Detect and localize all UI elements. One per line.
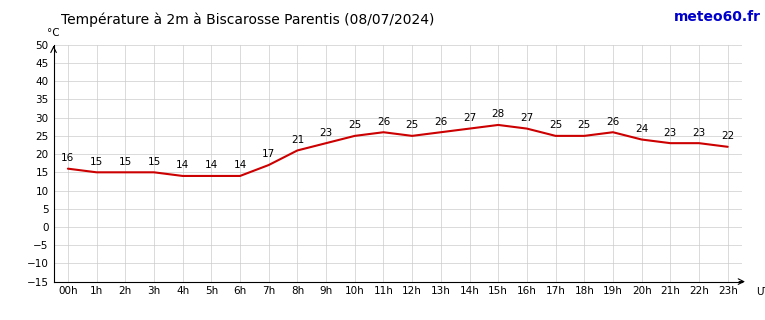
Text: 23: 23 bbox=[320, 128, 333, 138]
Text: 14: 14 bbox=[205, 160, 218, 170]
Text: 25: 25 bbox=[405, 120, 418, 130]
Text: 15: 15 bbox=[119, 157, 132, 167]
Text: 27: 27 bbox=[463, 113, 476, 123]
Text: 27: 27 bbox=[520, 113, 533, 123]
Text: 23: 23 bbox=[664, 128, 677, 138]
Text: 17: 17 bbox=[262, 149, 275, 159]
Text: meteo60.fr: meteo60.fr bbox=[674, 10, 761, 24]
Text: 14: 14 bbox=[176, 160, 189, 170]
Text: 21: 21 bbox=[291, 135, 304, 145]
Text: UTC: UTC bbox=[757, 287, 765, 297]
Text: 26: 26 bbox=[435, 117, 448, 127]
Text: 25: 25 bbox=[578, 120, 591, 130]
Text: 15: 15 bbox=[148, 157, 161, 167]
Text: 15: 15 bbox=[90, 157, 103, 167]
Text: 16: 16 bbox=[61, 153, 74, 163]
Text: 26: 26 bbox=[607, 117, 620, 127]
Text: 28: 28 bbox=[492, 109, 505, 119]
Text: 22: 22 bbox=[721, 131, 734, 141]
Text: °C: °C bbox=[47, 28, 60, 37]
Text: Température à 2m à Biscarosse Parentis (08/07/2024): Température à 2m à Biscarosse Parentis (… bbox=[61, 13, 435, 27]
Text: 14: 14 bbox=[233, 160, 246, 170]
Text: 23: 23 bbox=[692, 128, 705, 138]
Text: 26: 26 bbox=[377, 117, 390, 127]
Text: 24: 24 bbox=[635, 124, 648, 134]
Text: 25: 25 bbox=[549, 120, 562, 130]
Text: 25: 25 bbox=[348, 120, 361, 130]
